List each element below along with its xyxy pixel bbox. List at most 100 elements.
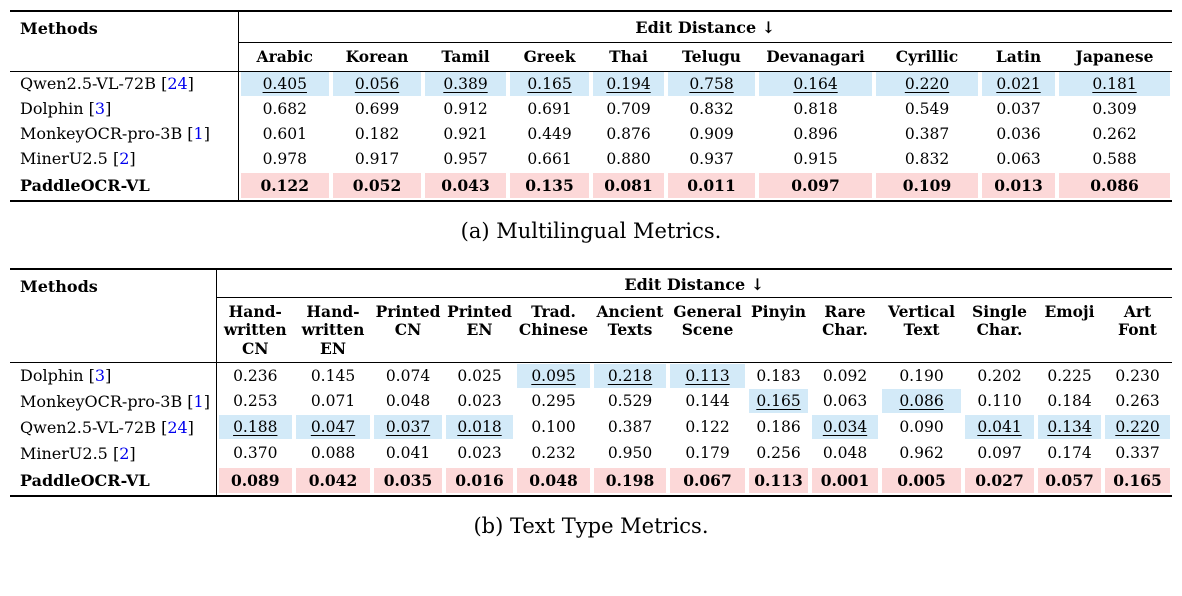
value-cell: 0.256	[756, 444, 801, 463]
text-type-metrics-table: Methods Edit Distance ↓ Hand- written CN Ha…	[10, 268, 1173, 498]
value-cell: 0.135	[508, 171, 591, 201]
value-cell: 0.034	[810, 414, 880, 440]
value-cell: 0.832	[904, 149, 950, 168]
value-cell: 0.089	[216, 466, 294, 496]
value-cell: 0.174	[1047, 444, 1092, 463]
value-cell: 0.047	[294, 414, 372, 440]
value-cell: 0.097	[757, 171, 874, 201]
multilingual-metrics-block: Methods Edit Distance ↓ Arabic Korean Tamil G…	[10, 10, 1173, 243]
value-cell: 0.037	[372, 414, 444, 440]
method-name-cell: MonkeyOCR-pro-3B [1]	[10, 388, 217, 415]
column-header: General Scene	[673, 302, 742, 340]
citation-link[interactable]: 24	[167, 417, 188, 437]
value-cell: 0.036	[996, 124, 1041, 143]
value-cell: 0.057	[1036, 466, 1103, 496]
column-header: Thai	[609, 46, 648, 66]
value-cell: 0.188	[216, 414, 294, 440]
table-row: MonkeyOCR-pro-3B [1] 0.601 0.182 0.921 0.449…	[10, 121, 1172, 146]
value-cell: 0.092	[822, 366, 868, 385]
method-name-cell: Dolphin [3]	[10, 96, 239, 121]
citation-link[interactable]: 1	[193, 124, 204, 143]
method-name-cell: PaddleOCR-VL	[10, 171, 239, 201]
value-cell: 0.001	[810, 466, 880, 496]
value-cell: 0.086	[1057, 171, 1172, 201]
column-header: Art Font	[1118, 302, 1157, 340]
value-cell: 0.041	[963, 414, 1036, 440]
method-name-cell: MinerU2.5 [2]	[10, 440, 217, 467]
value-cell: 0.236	[233, 366, 278, 385]
value-cell: 0.013	[980, 171, 1057, 201]
citation-link[interactable]: 1	[193, 391, 204, 411]
value-cell: 0.230	[1115, 366, 1160, 385]
value-cell: 0.295	[531, 392, 576, 411]
value-cell: 0.549	[904, 99, 950, 118]
value-cell: 0.018	[444, 414, 515, 440]
value-cell: 0.915	[793, 149, 838, 168]
value-cell: 0.198	[592, 466, 668, 496]
column-header: Greek	[523, 46, 576, 66]
column-header: Single Char.	[972, 302, 1027, 340]
value-cell: 0.081	[591, 171, 666, 201]
citation-link[interactable]: 2	[119, 149, 130, 168]
table-row: Qwen2.5-VL-72B [24] 0.188 0.047 0.037 0.018 0…	[10, 414, 1172, 441]
value-cell: 0.063	[996, 149, 1041, 168]
value-cell: 0.037	[996, 99, 1041, 118]
value-cell: 0.337	[1115, 444, 1160, 463]
value-cell: 0.699	[354, 99, 400, 118]
citation-link[interactable]: 3	[94, 99, 106, 118]
citation-link[interactable]: 3	[94, 366, 106, 386]
value-cell: 0.113	[747, 466, 810, 496]
value-cell: 0.309	[1092, 99, 1137, 118]
value-cell: 0.048	[385, 392, 431, 411]
value-cell: 0.016	[444, 466, 515, 496]
value-cell: 0.588	[1092, 149, 1137, 168]
multilingual-metrics-table: Methods Edit Distance ↓ Arabic Korean Tamil G…	[10, 10, 1173, 202]
value-cell: 0.011	[666, 171, 757, 201]
column-header: Emoji	[1044, 302, 1095, 321]
column-header: Tamil	[441, 46, 490, 66]
column-header: Printed EN	[447, 302, 512, 340]
value-cell: 0.048	[822, 444, 868, 463]
value-cell: 0.095	[515, 362, 592, 388]
value-cell: 0.529	[607, 392, 653, 411]
citation-link[interactable]: 2	[119, 443, 130, 463]
value-cell: 0.023	[457, 444, 502, 463]
column-header: Vertical Text	[887, 302, 956, 340]
column-header: Latin	[995, 46, 1042, 66]
value-cell: 0.253	[233, 392, 278, 411]
value-cell: 0.194	[591, 71, 666, 96]
value-cell: 0.056	[331, 71, 423, 96]
value-cell: 0.370	[233, 444, 278, 463]
value-cell: 0.263	[1115, 392, 1160, 411]
column-header: Trad. Chinese	[518, 302, 589, 340]
value-cell: 0.449	[527, 124, 572, 143]
value-cell: 0.978	[262, 149, 307, 168]
value-cell: 0.074	[385, 366, 431, 385]
table-row: PaddleOCR-VL 0.122 0.052 0.043 0.135 0.081 0.0…	[10, 171, 1172, 201]
text-type-metrics-block: Methods Edit Distance ↓ Hand- written CN Ha…	[10, 268, 1173, 538]
table-row: PaddleOCR-VL 0.089 0.042 0.035 0.016 0.048 0.1…	[10, 466, 1172, 497]
value-cell: 0.021	[980, 71, 1057, 96]
column-header: Hand- written CN	[223, 302, 287, 358]
value-cell: 0.184	[1047, 392, 1092, 411]
value-cell: 0.262	[1092, 124, 1137, 143]
value-cell: 0.134	[1036, 414, 1103, 440]
value-cell: 0.164	[757, 71, 874, 96]
value-cell: 0.218	[592, 362, 668, 388]
value-cell: 0.063	[822, 392, 868, 411]
method-name-cell: MinerU2.5 [2]	[10, 146, 239, 171]
column-header: Arabic	[256, 46, 313, 66]
table-a-caption: (a) Multilingual Metrics.	[460, 219, 722, 243]
value-cell: 0.165	[747, 388, 810, 414]
method-name-cell: Qwen2.5-VL-72B [24]	[10, 414, 217, 441]
value-cell: 0.109	[874, 171, 980, 201]
table-row: Dolphin [3] 0.682 0.699 0.912 0.691 0.709 0.83…	[10, 96, 1172, 121]
value-cell: 0.100	[531, 418, 576, 437]
value-cell: 0.186	[756, 418, 801, 437]
value-cell: 0.220	[1103, 414, 1172, 440]
value-cell: 0.027	[963, 466, 1036, 496]
value-cell: 0.758	[666, 71, 757, 96]
method-name-cell: MonkeyOCR-pro-3B [1]	[10, 121, 239, 146]
edit-distance-group-header: Edit Distance ↓	[216, 269, 1173, 298]
citation-link[interactable]: 24	[167, 74, 188, 94]
